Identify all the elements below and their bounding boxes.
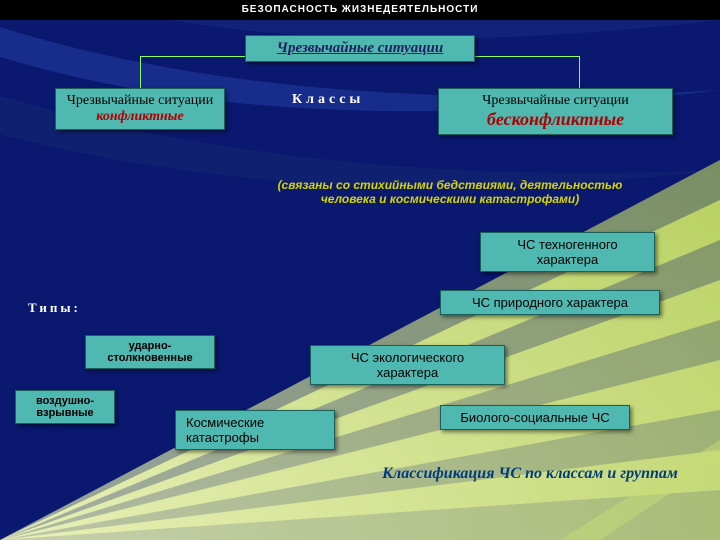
- left-top: Чрезвычайные ситуации: [66, 93, 214, 109]
- title-box: Чрезвычайные ситуации: [245, 35, 475, 62]
- type2-box: воздушно-взрывные: [15, 390, 115, 424]
- footer-caption: Классификация ЧС по классам и группам: [360, 465, 700, 483]
- left-bottom: конфликтные: [66, 109, 214, 125]
- classes-label: Классы: [292, 92, 364, 108]
- right-bottom: бесконфликтные: [449, 109, 662, 130]
- right-top: Чрезвычайные ситуации: [449, 93, 662, 109]
- box-natural: ЧС природного характера: [440, 290, 660, 315]
- box-eco: ЧС экологического характера: [310, 345, 505, 385]
- types-label: Типы:: [28, 300, 81, 316]
- right-class-box: Чрезвычайные ситуации бесконфликтные: [438, 88, 673, 135]
- subtitle: (связаны со стихийными бедствиями, деяте…: [250, 178, 650, 206]
- topbar: БЕЗОПАСНОСТЬ ЖИЗНЕДЕЯТЕЛЬНОСТИ: [0, 0, 720, 20]
- left-class-box: Чрезвычайные ситуации конфликтные: [55, 88, 225, 130]
- box-tech: ЧС техногенного характера: [480, 232, 655, 272]
- type1-box: ударно-столкновенные: [85, 335, 215, 369]
- box-cosmic: Космические катастрофы: [175, 410, 335, 450]
- box-bio: Биолого-социальные ЧС: [440, 405, 630, 430]
